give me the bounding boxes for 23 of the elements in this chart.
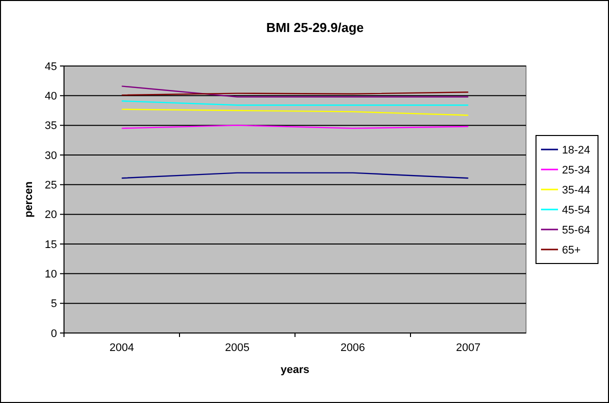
legend-label: 35-44 — [562, 184, 590, 196]
x-tick-label: 2005 — [225, 342, 250, 354]
y-tick-label: 20 — [44, 209, 57, 222]
y-tick-label: 25 — [44, 180, 57, 192]
legend-label: 45-54 — [562, 204, 590, 216]
y-tick-label: 0 — [50, 328, 57, 340]
y-tick-label: 40 — [44, 90, 57, 103]
x-tick-label: 2007 — [456, 342, 480, 354]
y-tick-label: 45 — [44, 60, 57, 73]
chart-title: BMI 25-29.9/age — [266, 20, 364, 35]
legend-label: 18-24 — [562, 144, 590, 156]
y-tick-label: 30 — [44, 150, 57, 162]
legend-label: 65+ — [562, 244, 581, 256]
y-tick-label: 5 — [50, 298, 57, 310]
y-axis-title: percen — [23, 181, 35, 218]
x-axis-title: years — [280, 364, 310, 376]
legend-label: 25-34 — [562, 164, 590, 176]
y-tick-label: 15 — [44, 238, 57, 251]
x-tick-label: 2006 — [340, 342, 365, 354]
y-tick-label: 10 — [44, 268, 57, 281]
legend-label: 55-64 — [562, 224, 590, 236]
y-tick-label: 35 — [44, 120, 57, 132]
x-tick-label: 2004 — [110, 342, 134, 354]
